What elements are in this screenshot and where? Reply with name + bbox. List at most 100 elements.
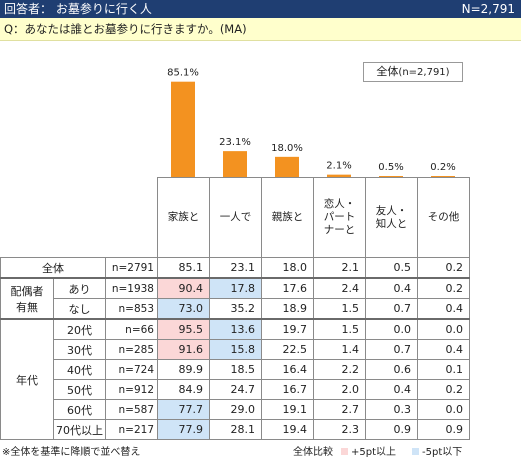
table-cell: 18.0	[261, 257, 314, 279]
table-cell: 91.6	[157, 339, 210, 360]
column-header-line: 知人と	[375, 217, 408, 230]
table-cell: 19.1	[261, 399, 314, 420]
table-row: 40代 n=724 89.9 18.5 16.4 2.2 0.6 0.1	[1, 359, 470, 380]
question-bar: Q：あなたは誰とお墓参りに行きますか。(MA)	[0, 18, 521, 41]
table-cell: 0.4	[417, 298, 470, 320]
table-row: なし n=853 73.0 35.2 18.9 1.5 0.7 0.4	[1, 298, 470, 320]
table-cell: 1.5	[313, 318, 366, 340]
table-cell: 15.8	[209, 339, 262, 360]
bar-value-label: 2.1%	[326, 161, 351, 172]
group-label: 年代	[0, 318, 54, 440]
table-cell: 0.3	[365, 399, 418, 420]
column-header: 一人で	[209, 177, 262, 258]
column-header: 親族と	[261, 177, 314, 258]
row-n: n=724	[105, 359, 158, 380]
group-label-line: 年代	[16, 373, 38, 387]
table-cell: 18.5	[209, 359, 262, 380]
table-row: 年代 20代 n=66 95.5 13.6 19.7 1.5 0.0 0.0	[0, 318, 470, 440]
legend-low: -5pt以下	[412, 443, 462, 458]
table-cell: 0.2	[417, 257, 470, 279]
row-label: 40代	[53, 359, 106, 380]
table-cell: 77.9	[157, 419, 210, 440]
column-header-line: 親族と	[271, 211, 304, 223]
table-cell: 13.6	[209, 318, 262, 340]
group-label: 配偶者 有無	[0, 277, 54, 320]
table-row: 配偶者 有無 あり n=1938 90.4 17.8 17.6 2.4 0.4 0.2	[0, 277, 470, 320]
column-header-line: 恋人・	[323, 198, 356, 210]
legend-low-label: -5pt以下	[422, 447, 463, 458]
column-header-line: 一人で	[219, 211, 252, 223]
row-label: 全体	[0, 257, 106, 279]
row-n: n=66	[105, 318, 158, 340]
table-cell: 24.7	[209, 379, 262, 400]
legend-high-label: +5pt以上	[351, 447, 397, 458]
table-cell: 89.9	[157, 359, 210, 380]
row-n: n=853	[105, 298, 158, 320]
question-text: Q：あなたは誰とお墓参りに行きますか。(MA)	[4, 22, 247, 36]
table-cell: 84.9	[157, 379, 210, 400]
bar-chart: 85.1% 23.1% 18.0% 2.1% 0.5% 0.2%	[167, 68, 456, 177]
bar	[171, 81, 195, 177]
table-cell: 29.0	[209, 399, 262, 420]
group-label-line: 配偶者	[10, 284, 44, 298]
column-header: 恋人・ パート ナーと	[313, 177, 366, 258]
table-corner	[0, 177, 158, 258]
table-cell: 18.9	[261, 298, 314, 320]
table-cell: 0.9	[365, 419, 418, 440]
column-header: 友人・ 知人と	[365, 177, 418, 258]
legend-high-swatch	[341, 448, 348, 455]
table-cell: 0.0	[417, 318, 470, 340]
legend-title: 全体比較	[293, 447, 333, 458]
row-n: n=285	[105, 339, 158, 360]
sort-note: ※全体を基準に降順で並べ替え	[2, 447, 141, 458]
table-cell: 16.7	[261, 379, 314, 400]
respondent-label: 回答者： お墓参りに行く人	[4, 2, 152, 16]
table-row: 50代 n=912 84.9 24.7 16.7 2.0 0.4 0.2	[1, 379, 470, 400]
bar-value-label: 85.1%	[167, 68, 199, 79]
table-cell: 85.1	[157, 257, 210, 279]
row-n: n=2791	[105, 257, 158, 279]
table-row: 全体 n=2791 85.1 23.1 18.0 2.1 0.5 0.2	[0, 257, 470, 279]
table-cell: 19.4	[261, 419, 314, 440]
table-cell: 28.1	[209, 419, 262, 440]
table-cell: 0.4	[365, 379, 418, 400]
group-label-line: 有無	[16, 300, 38, 314]
bar-value-label: 0.2%	[430, 162, 455, 173]
table-cell: 0.0	[365, 318, 418, 340]
column-header-line: 友人・	[375, 204, 408, 217]
column-header-line: その他	[427, 211, 460, 223]
table-cell: 16.4	[261, 359, 314, 380]
table-row: 70代以上 n=217 77.9 28.1 19.4 2.3 0.9 0.9	[1, 419, 470, 440]
bar-value-label: 18.0%	[271, 143, 303, 154]
row-label: 30代	[53, 339, 106, 360]
table-cell: 22.5	[261, 339, 314, 360]
bar-value-label: 0.5%	[378, 162, 403, 173]
row-n: n=1938	[105, 277, 158, 299]
table-row: 60代 n=587 77.7 29.0 19.1 2.7 0.3 0.0	[1, 399, 470, 420]
row-n: n=587	[105, 399, 158, 420]
total-n-label: N=2,791	[461, 2, 515, 16]
bar-value-label: 23.1%	[219, 137, 251, 148]
crosstab-table: 家族と 一人で 親族と 恋人・ パート ナーと 友人・ 知人と その他 全体 n=2791 85.1 2…	[0, 177, 470, 440]
table-cell: 0.5	[365, 257, 418, 279]
table-row: 30代 n=285 91.6 15.8 22.5 1.4 0.7 0.4	[1, 339, 470, 360]
table-cell: 0.7	[365, 339, 418, 360]
bar	[379, 176, 403, 177]
total-box-label: 全体	[376, 65, 399, 78]
table-cell: 95.5	[157, 318, 210, 340]
table-cell: 17.8	[209, 277, 262, 299]
bar	[275, 156, 299, 177]
legend-low-swatch	[412, 448, 419, 455]
row-label: なし	[53, 298, 106, 320]
table-cell: 23.1	[209, 257, 262, 279]
bar	[431, 176, 455, 177]
bar	[327, 174, 351, 177]
total-box: 全体(n=2,791)	[363, 62, 463, 82]
table-cell: 1.4	[313, 339, 366, 360]
row-label: 20代	[53, 318, 106, 340]
table-cell: 2.1	[313, 257, 366, 279]
table-cell: 0.2	[417, 277, 470, 299]
table-cell: 0.1	[417, 359, 470, 380]
table-cell: 0.9	[417, 419, 470, 440]
table-cell: 2.4	[313, 277, 366, 299]
